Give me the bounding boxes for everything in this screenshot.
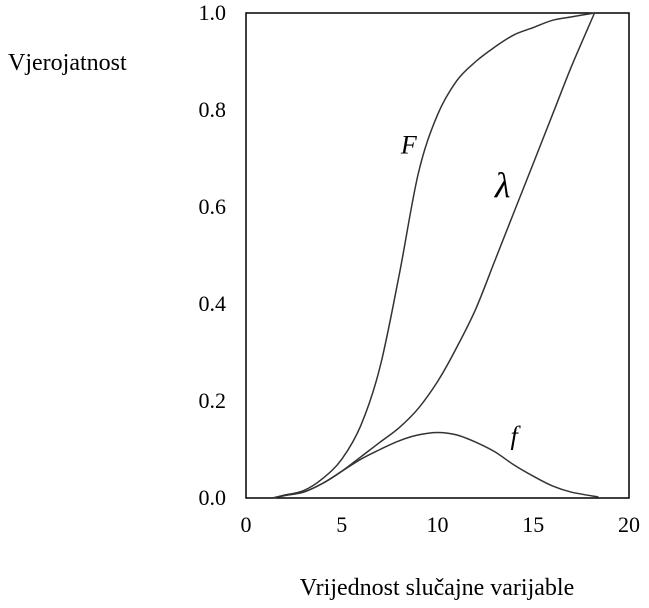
curve-label: λ — [494, 165, 511, 205]
y-tick-label: 0.6 — [199, 194, 227, 219]
x-tick-labels: 0 5 10 15 20 — [241, 512, 641, 537]
curve-label: f — [510, 422, 521, 451]
x-tick-label: 15 — [522, 512, 544, 537]
series-line-F-cumulative — [272, 12, 595, 499]
y-tick-label: 0.0 — [199, 485, 227, 510]
x-axis-title: Vrijednost slučajne varijable — [300, 575, 574, 601]
series-line-lambda — [272, 12, 596, 499]
curve-labels: Fλ f — [400, 131, 522, 451]
y-tick-labels: 0.0 0.2 0.4 0.6 0.8 1.0 — [199, 0, 227, 510]
y-tick-label: 0.8 — [199, 97, 227, 122]
x-tick-label: 20 — [618, 512, 640, 537]
x-tick-label: 10 — [427, 512, 449, 537]
y-tick-label: 0.4 — [199, 291, 227, 316]
x-tick-label: 0 — [241, 512, 252, 537]
series-lines — [272, 12, 599, 499]
x-tick-label: 5 — [336, 512, 347, 537]
y-tick-label: 1.0 — [199, 0, 227, 25]
y-axis-title: Vjerojatnost — [8, 50, 127, 76]
plot-frame — [245, 12, 630, 499]
curve-label: F — [400, 131, 418, 160]
series-line-f-density — [272, 431, 599, 499]
y-tick-label: 0.2 — [199, 388, 227, 413]
